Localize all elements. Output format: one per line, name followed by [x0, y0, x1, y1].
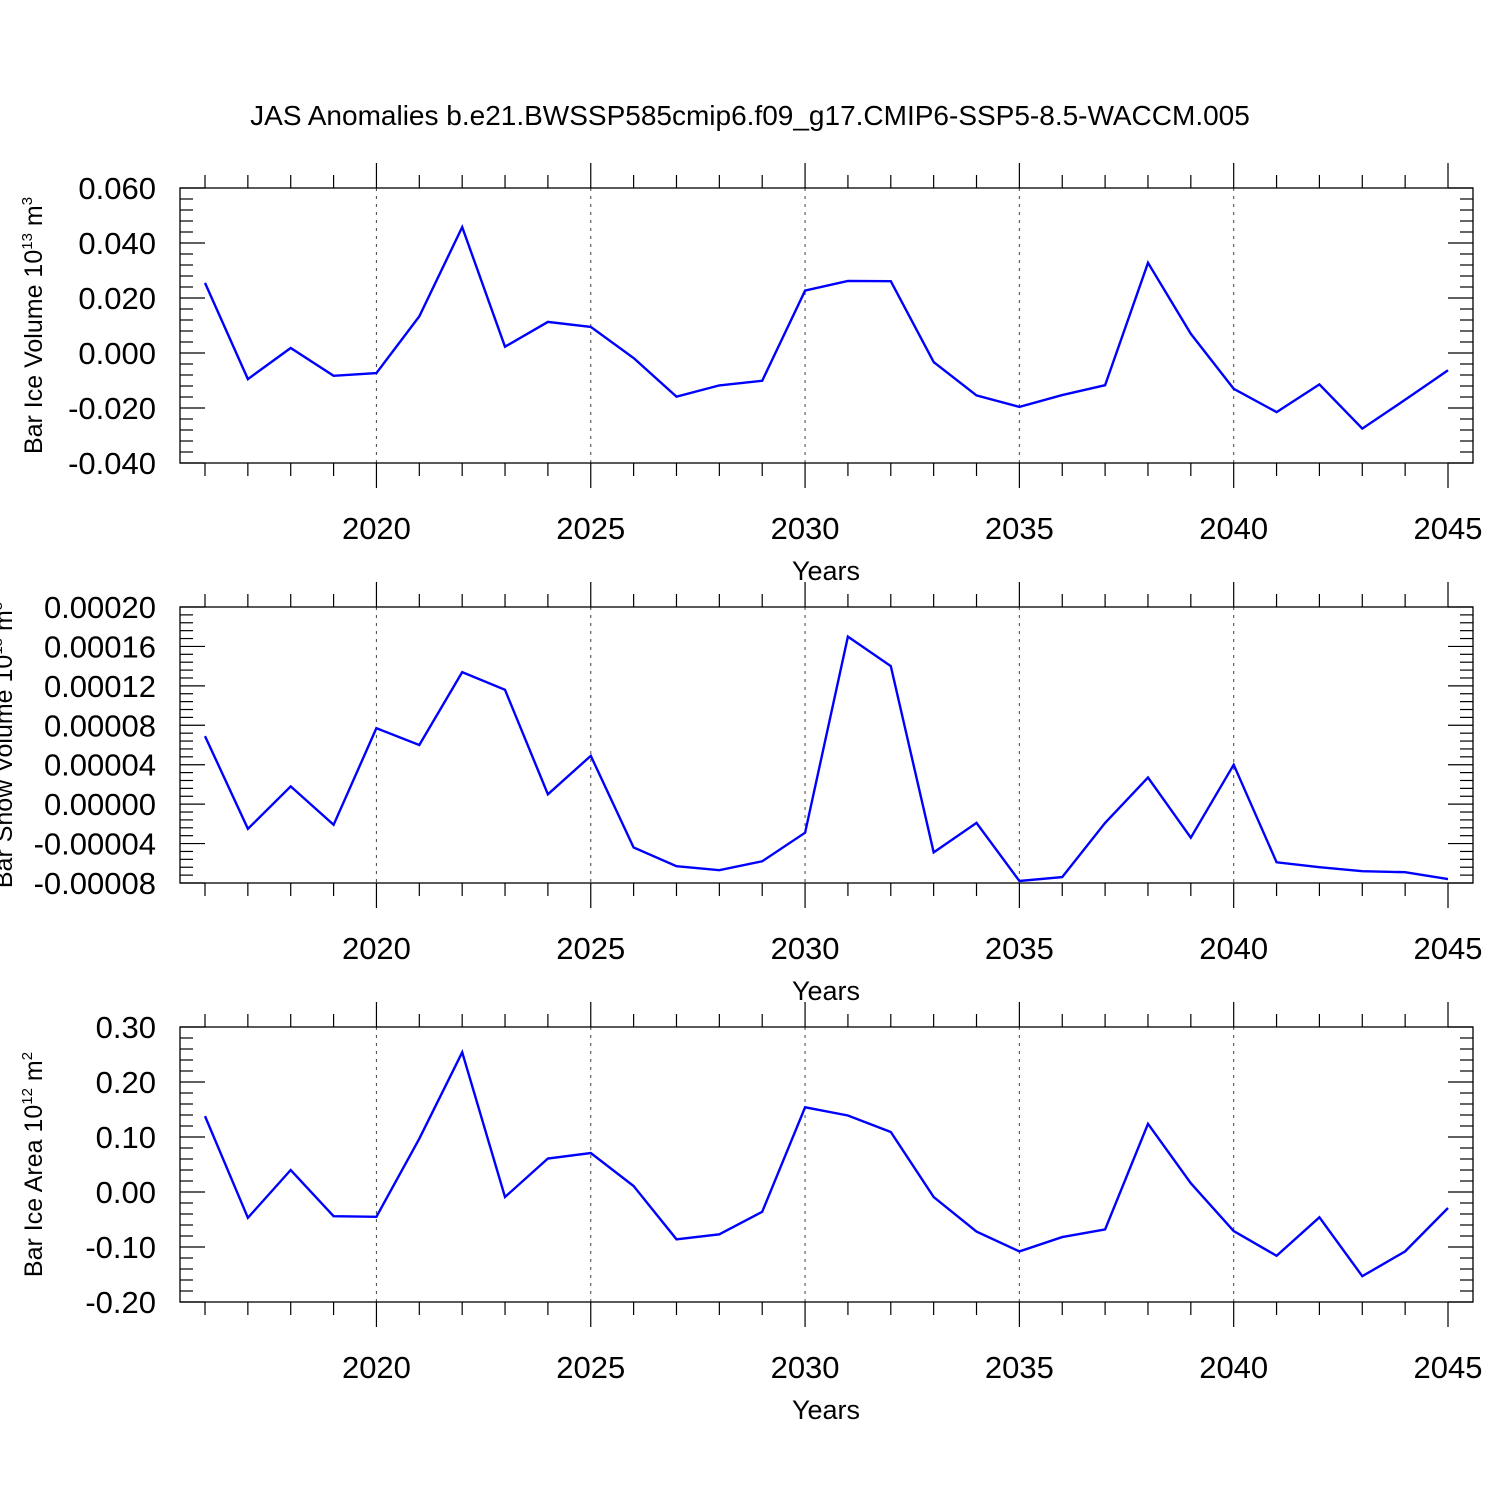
x-tick-label: 2020 [342, 931, 411, 966]
y-axis-label: Bar Ice Volume 1013 m3 [19, 197, 48, 454]
x-tick-label: 2020 [342, 511, 411, 546]
y-tick-label: 0.30 [96, 1010, 156, 1045]
x-tick-label: 2035 [985, 931, 1054, 966]
y-tick-label: 0.20 [96, 1065, 156, 1100]
x-tick-label: 2040 [1199, 1350, 1268, 1385]
y-tick-label: -0.20 [85, 1285, 156, 1320]
y-tick-label: 0.020 [78, 281, 156, 316]
y-tick-label: 0.000 [78, 336, 156, 371]
y-axis-label: Bar Ice Area 1012 m2 [19, 1052, 48, 1277]
y-tick-label: -0.020 [68, 391, 156, 426]
plot-frame [179, 187, 1474, 464]
y-tick-label: 0.00016 [44, 629, 156, 664]
x-tick-label: 2035 [985, 1350, 1054, 1385]
x-tick-label: 2030 [771, 931, 840, 966]
plot-frame [179, 1026, 1474, 1303]
y-tick-label: 0.00000 [44, 787, 156, 822]
x-tick-label: 2025 [556, 1350, 625, 1385]
x-tick-label: 2040 [1199, 511, 1268, 546]
figure-title: JAS Anomalies b.e21.BWSSP585cmip6.f09_g1… [250, 100, 1250, 131]
plot-frame [179, 606, 1474, 884]
y-tick-label: 0.040 [78, 226, 156, 261]
x-axis-label: Years [792, 976, 860, 1006]
series-line-ice-area [203, 1049, 1449, 1278]
x-tick-label: 2030 [771, 511, 840, 546]
panel-ice-area: -0.20 -0.10 0.00 0.10 0.20 0.30 2020 2025 2030 20… [19, 1002, 1482, 1425]
x-tick-label: 2025 [556, 931, 625, 966]
x-axis-label: Years [792, 1395, 860, 1425]
series-line-snow-volume [203, 634, 1449, 883]
x-tick-label: 2025 [556, 511, 625, 546]
x-tick-label: 2040 [1199, 931, 1268, 966]
x-tick-label: 2045 [1414, 1350, 1483, 1385]
y-tick-label: -0.040 [68, 446, 156, 481]
y-tick-label: -0.10 [85, 1230, 156, 1265]
y-tick-label: 0.00020 [44, 590, 156, 625]
y-tick-label: -0.00004 [34, 827, 156, 862]
y-tick-label: 0.060 [78, 171, 156, 206]
y-tick-label: 0.00 [96, 1175, 156, 1210]
panel-ice-volume: -0.040 -0.020 0.000 0.020 0.040 0.060 2020 2025… [19, 163, 1482, 586]
x-tick-label: 2035 [985, 511, 1054, 546]
y-tick-label: 0.00012 [44, 669, 156, 704]
series-line-ice-volume [203, 223, 1449, 431]
y-tick-label: -0.00008 [34, 866, 156, 901]
panel-snow-volume: -0.00008 -0.00004 0.00000 0.00004 0.00008 0.0… [0, 582, 1482, 1006]
x-axis-label: Years [792, 556, 860, 586]
x-tick-label: 2045 [1414, 511, 1483, 546]
x-tick-label: 2020 [342, 1350, 411, 1385]
y-axis-label: Bar Snow Volume 1013 m3 [0, 602, 18, 888]
x-tick-label: 2045 [1414, 931, 1483, 966]
y-tick-label: 0.00004 [44, 748, 156, 783]
y-tick-label: 0.10 [96, 1120, 156, 1155]
x-tick-label: 2030 [771, 1350, 840, 1385]
y-tick-label: 0.00008 [44, 708, 156, 743]
